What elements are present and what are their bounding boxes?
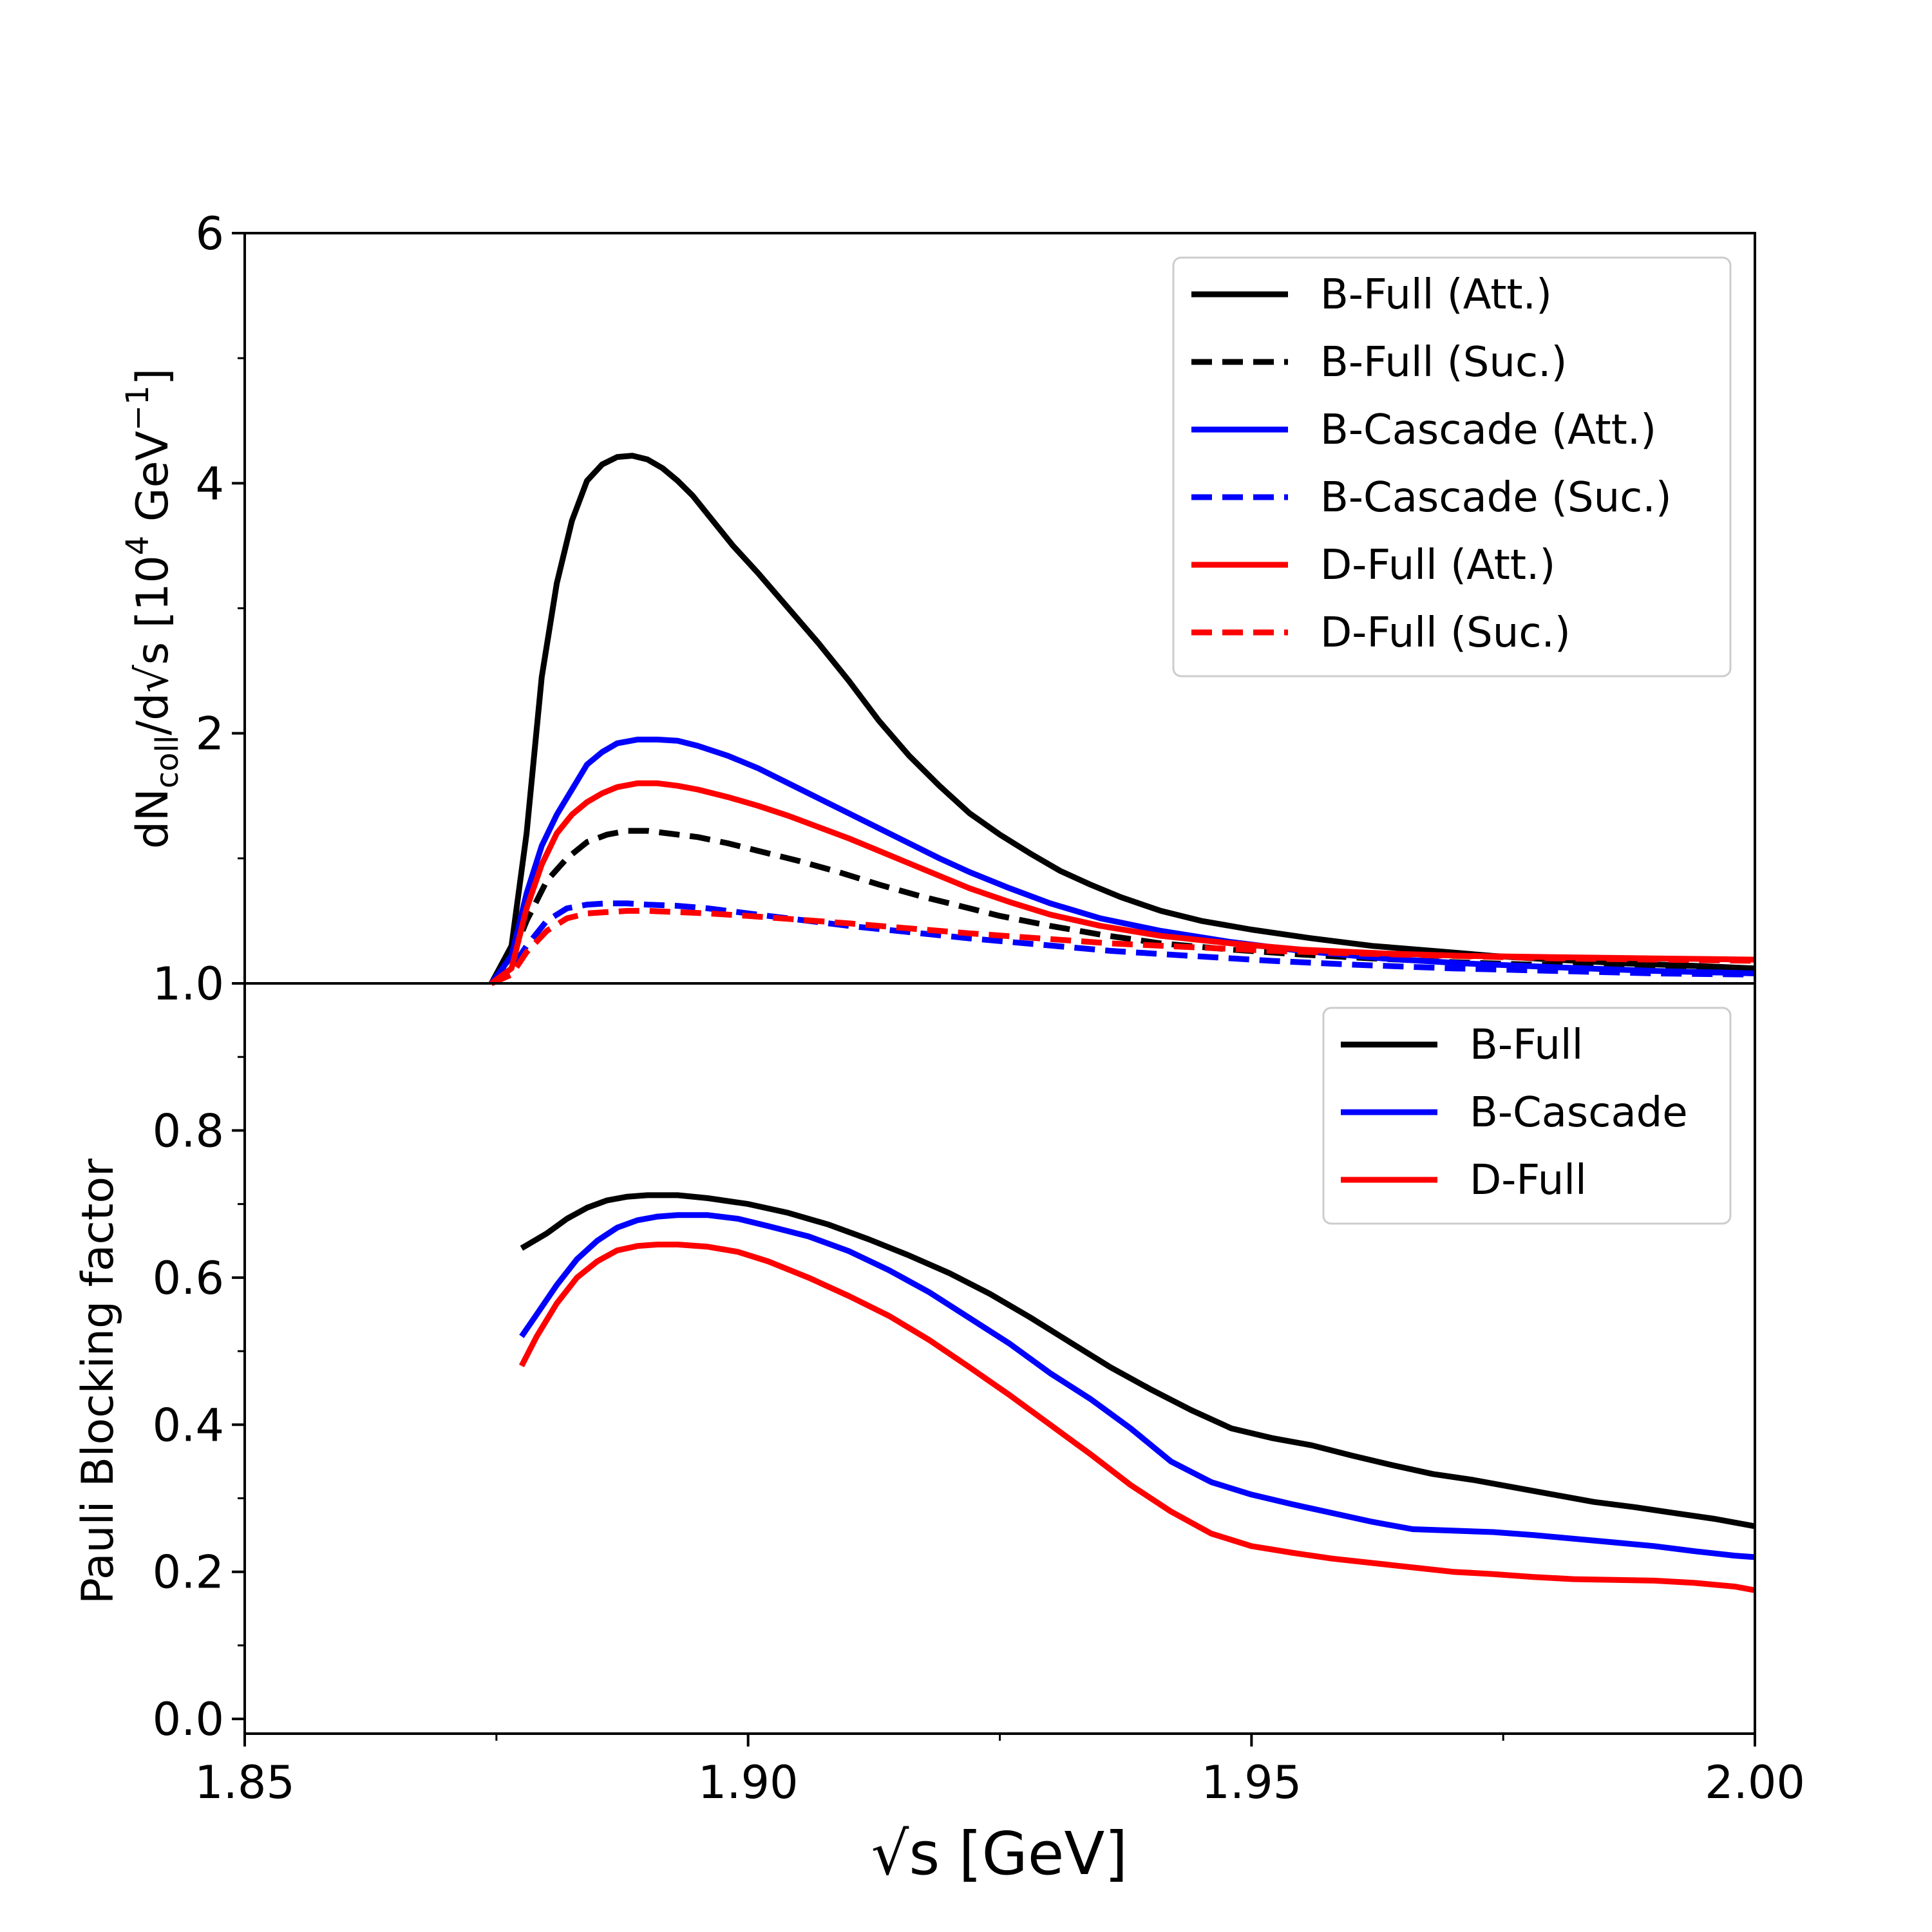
legend-label-pbf-d-full: D-Full xyxy=(1470,1157,1587,1204)
top-y-axis-label-sub: coll xyxy=(149,735,185,788)
series-line-b-cascade-suc xyxy=(489,900,1756,986)
legend-label-d-full-att: D-Full (Att.) xyxy=(1320,542,1555,589)
top-y-tick-label: 6 xyxy=(195,207,224,260)
top-y-axis-label-sup: 4 xyxy=(120,536,156,556)
legend-label-b-full-att: B-Full (Att.) xyxy=(1320,271,1552,319)
top-y-axis-label: dNcoll/d√s [104 GeV−1] xyxy=(120,368,185,849)
bottom-y-tick-label: 1.0 xyxy=(153,958,224,1010)
legend-label-d-full-suc: D-Full (Suc.) xyxy=(1320,609,1571,657)
bottom-y-tick-label: 0.0 xyxy=(153,1693,224,1746)
top-y-axis-label-main: dN xyxy=(128,788,178,849)
bottom-y-tick-label: 0.4 xyxy=(153,1399,224,1452)
bottom-legend-box xyxy=(1322,1007,1732,1225)
top-y-axis-label-sup2: −1 xyxy=(120,385,156,431)
legend-label-b-full-suc: B-Full (Suc.) xyxy=(1320,339,1567,386)
bottom-y-tick-label: 0.6 xyxy=(153,1252,224,1305)
top-legend: B-Full (Att.) B-Full (Suc.) B-Cascade (Att… xyxy=(1172,256,1732,677)
bottom-y-tick-label: 0.2 xyxy=(153,1546,224,1599)
x-tick-label: 1.85 xyxy=(194,1756,295,1809)
legend-label-b-cascade-att: B-Cascade (Att.) xyxy=(1320,406,1656,454)
series-line-pbf-d-full xyxy=(518,1242,1756,1593)
x-axis-label: √s [GeV] xyxy=(871,1819,1128,1888)
bottom-y-tick-label: 0.8 xyxy=(153,1104,224,1157)
series-line-d-full-att xyxy=(489,780,1756,986)
series-line-b-full-att xyxy=(489,453,1756,985)
series-line-pbf-b-cascade xyxy=(519,1212,1756,1560)
legend-label-pbf-b-full: B-Full xyxy=(1470,1021,1583,1069)
x-tick-label: 2.00 xyxy=(1705,1756,1805,1809)
bottom-y-axis-label: Pauli Blocking factor xyxy=(73,1159,124,1604)
x-tick-label: 1.90 xyxy=(698,1756,799,1809)
series-line-b-full-suc xyxy=(489,828,1756,985)
top-y-axis-label-tail: GeV xyxy=(128,431,178,536)
legend-label-b-cascade-suc: B-Cascade (Suc.) xyxy=(1320,474,1672,522)
top-legend-box xyxy=(1172,256,1732,677)
top-y-axis-label-end: ] xyxy=(128,368,178,386)
bottom-legend: B-Full B-Cascade D-Full xyxy=(1322,1007,1732,1225)
axis-ticks: 1.85 1.90 1.95 2.00 2 4 6 0.0 0.2 0.4 0.6 0.8 1.0 xyxy=(153,207,1805,1809)
top-panel-series xyxy=(489,453,1756,987)
top-y-tick-label: 2 xyxy=(195,708,224,761)
series-line-d-full-suc xyxy=(490,907,1756,987)
x-tick-label: 1.95 xyxy=(1201,1756,1302,1809)
top-y-axis-label-mid: /d√s [10 xyxy=(128,555,178,735)
top-y-tick-label: 4 xyxy=(195,457,224,510)
legend-label-pbf-b-cascade: B-Cascade xyxy=(1470,1089,1688,1137)
series-line-pbf-b-full xyxy=(520,1192,1756,1530)
bottom-panel-series xyxy=(518,1192,1756,1593)
